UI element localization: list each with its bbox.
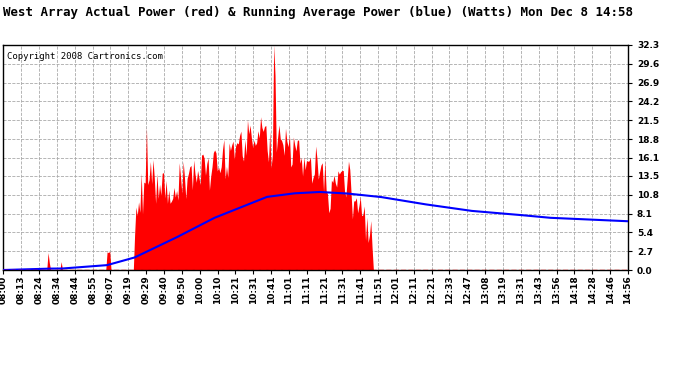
Text: Copyright 2008 Cartronics.com: Copyright 2008 Cartronics.com (7, 52, 162, 61)
Text: West Array Actual Power (red) & Running Average Power (blue) (Watts) Mon Dec 8 1: West Array Actual Power (red) & Running … (3, 6, 633, 19)
